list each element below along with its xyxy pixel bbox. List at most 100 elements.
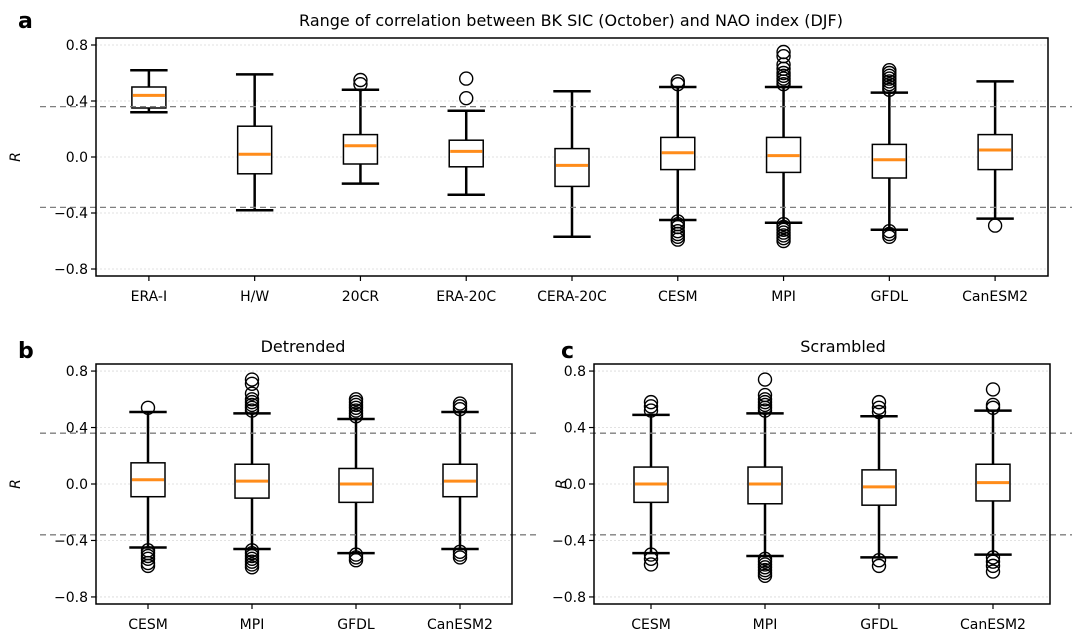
box-ERA-20C (447, 71, 485, 197)
box-20CR (341, 72, 380, 185)
box-ERA-I (130, 68, 168, 114)
outlier-marker (757, 568, 773, 583)
outlier-marker (459, 71, 474, 86)
x-tick-label: GFDL (860, 617, 898, 633)
y-tick-label: 0.4 (66, 421, 88, 437)
outlier-marker (757, 387, 773, 403)
x-tick-label: GFDL (871, 289, 909, 305)
box-CanESM2 (441, 396, 479, 565)
outlier-marker (871, 558, 887, 574)
box-MPI (764, 44, 803, 249)
outlier-marker (643, 551, 659, 567)
box-iqr (448, 139, 484, 168)
box-GFDL (860, 394, 898, 574)
x-tick-label: CERA-20C (537, 289, 607, 305)
outlier-marker (643, 557, 659, 572)
outlier-marker (452, 396, 468, 411)
outlier-marker (985, 558, 1001, 574)
x-tick-label: CESM (631, 617, 671, 633)
box-CESM (632, 394, 670, 572)
panel-c-plot: −0.8 −0.4 0.0 0.4 0.8 CESM MPI GFDL CanESM2 R (552, 363, 1072, 633)
outlier-marker (353, 72, 368, 88)
box-GFDL (337, 392, 375, 568)
outlier-marker (643, 403, 659, 418)
outlier-marker (452, 550, 468, 565)
outlier-marker (882, 62, 897, 78)
x-tick-label: ERA-20C (436, 289, 496, 305)
box-iqr (977, 133, 1013, 171)
y-tick-label: 0.0 (66, 150, 88, 166)
box-H/W (235, 73, 274, 212)
outlier-marker (244, 376, 260, 391)
outlier-marker (643, 399, 659, 414)
box-CESM (129, 400, 167, 574)
y-axis-label: R (8, 152, 24, 162)
y-tick-label: 0.8 (66, 364, 88, 380)
outlier-marker (985, 382, 1001, 397)
box-CERA-20C (553, 89, 591, 239)
x-tick-label: H/W (240, 289, 269, 305)
y-tick-label: −0.4 (54, 533, 88, 549)
outlier-marker (871, 394, 887, 410)
x-tick-label: CESM (128, 617, 168, 633)
outlier-marker (776, 49, 791, 64)
panel-a-plot: −0.8 −0.4 0.0 0.4 0.8 ERA-I H/W 20CR ERA-20C CERA… (8, 37, 1072, 305)
outlier-marker (353, 76, 368, 92)
outlier-marker (140, 551, 156, 567)
outlier-marker (985, 397, 1001, 413)
panel-b-title: Detrended (261, 337, 346, 356)
box-CanESM2 (976, 80, 1014, 233)
box-iqr (554, 147, 590, 188)
x-tick-label: CESM (658, 289, 698, 305)
outlier-marker (348, 553, 364, 568)
outlier-marker (776, 233, 791, 249)
panel-a: a Range of correlation between BK SIC (O… (8, 9, 1072, 305)
outlier-marker (670, 74, 685, 89)
outlier-marker (985, 550, 1001, 565)
y-tick-label: 0.4 (564, 421, 586, 437)
outlier-marker (244, 386, 260, 401)
box-iqr (131, 86, 167, 109)
box-GFDL (870, 62, 909, 245)
x-tick-label: CanESM2 (962, 289, 1028, 305)
outlier-marker (757, 392, 773, 407)
outlier-marker (244, 372, 260, 387)
x-tick-label: MPI (771, 289, 796, 305)
x-tick-label: ERA-I (131, 289, 167, 305)
panel-c-title: Scrambled (800, 337, 886, 356)
panel-b: b Detrended −0.8 −0.4 0.0 0.4 0.8 CESM MPI GFDL… (8, 337, 536, 633)
outlier-marker (882, 229, 897, 245)
y-axis-label: R (8, 479, 24, 489)
panel-a-title: Range of correlation between BK SIC (Oct… (299, 11, 843, 30)
outlier-marker (871, 400, 887, 415)
box-MPI (746, 372, 784, 583)
outlier-marker (776, 65, 791, 81)
outlier-marker (459, 90, 474, 106)
box-iqr (236, 125, 273, 175)
x-tick-label: MPI (753, 617, 778, 633)
y-tick-label: −0.8 (54, 590, 88, 606)
outlier-marker (244, 392, 260, 407)
outlier-marker (871, 404, 887, 420)
x-tick-label: CanESM2 (427, 617, 493, 633)
box-CESM (659, 74, 697, 247)
outlier-marker (643, 394, 659, 410)
outlier-marker (348, 392, 364, 407)
y-tick-label: −0.8 (54, 262, 88, 278)
y-tick-label: −0.8 (552, 590, 586, 606)
outlier-marker (757, 372, 773, 387)
outlier-marker (140, 400, 156, 415)
box-MPI (233, 372, 271, 575)
y-tick-label: 0.8 (564, 364, 586, 380)
y-tick-label: −0.4 (54, 206, 88, 222)
outlier-marker (871, 553, 887, 568)
outlier-marker (140, 558, 156, 574)
outlier-marker (670, 229, 685, 245)
y-tick-label: 0.0 (66, 477, 88, 493)
panel-b-plot: −0.8 −0.4 0.0 0.4 0.8 CESM MPI GFDL CanESM2 R (8, 363, 536, 633)
outlier-marker (985, 564, 1001, 579)
y-tick-label: −0.4 (552, 533, 586, 549)
box-CanESM2 (974, 382, 1012, 579)
outlier-marker (670, 232, 685, 247)
